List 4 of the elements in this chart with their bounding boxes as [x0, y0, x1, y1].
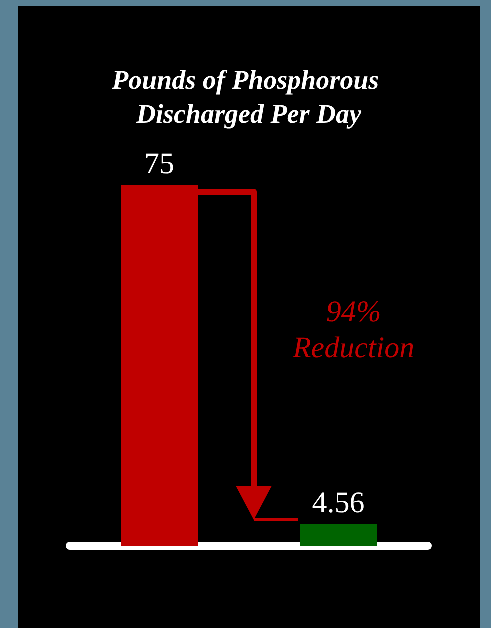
data-label: 4.56	[312, 486, 365, 520]
chart-title: Pounds of Phosphorous Discharged Per Day	[111, 65, 386, 129]
annotation: 94% Reduction	[292, 296, 415, 364]
data-label: 75	[144, 148, 174, 181]
